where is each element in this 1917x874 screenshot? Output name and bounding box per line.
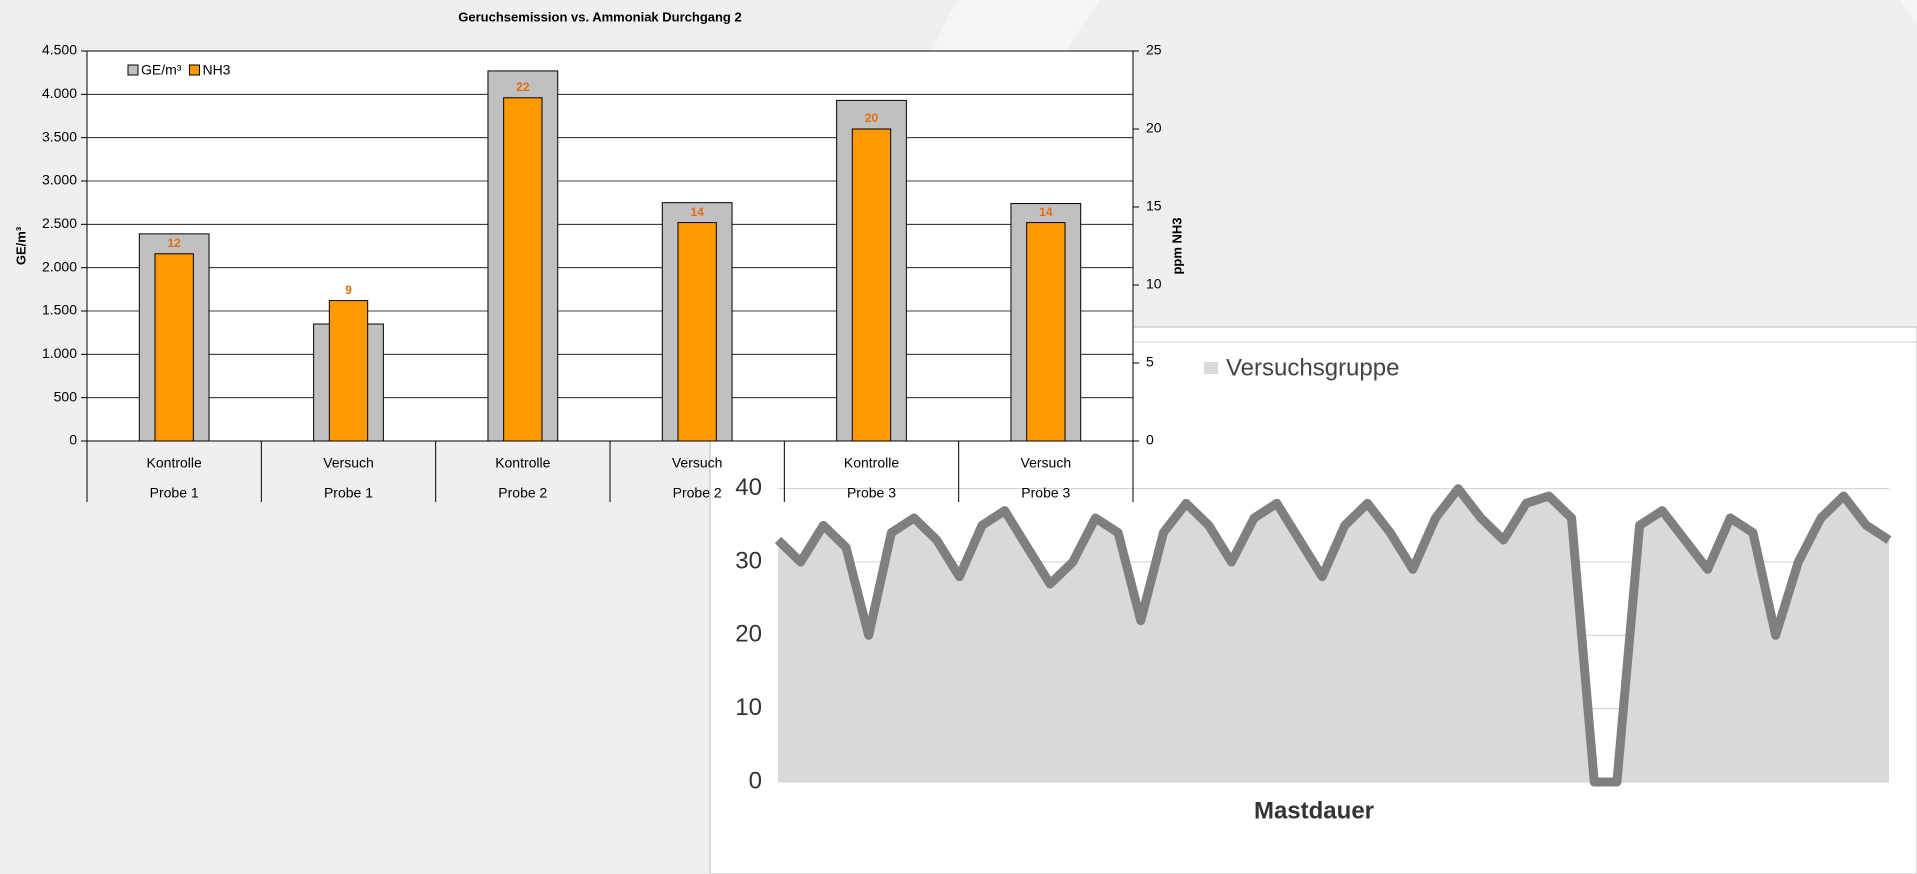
legend-label: NH3 xyxy=(202,62,230,78)
legend-label: GE/m³ xyxy=(141,62,182,78)
y-tick-label: 2.000 xyxy=(42,258,77,274)
y-tick-label: 4.000 xyxy=(42,85,77,101)
value-label: 14 xyxy=(690,205,704,219)
legend-label: Versuchsgruppe xyxy=(1226,354,1399,381)
legend-swatch xyxy=(188,64,200,76)
y2-tick-label: 5 xyxy=(1146,354,1154,370)
x-group-label: Probe 1 xyxy=(150,485,199,501)
main-chart: Geruchsemission vs. Ammoniak Durchgang 2… xyxy=(13,9,1184,502)
y-tick-label: 30 xyxy=(735,547,762,574)
value-label: 12 xyxy=(167,236,181,250)
x-group-label: Probe 1 xyxy=(324,485,373,501)
value-label: 14 xyxy=(1039,205,1053,219)
legend-swatch xyxy=(127,64,139,76)
y-tick-label: 500 xyxy=(54,388,78,404)
x-group-label: Probe 2 xyxy=(673,485,722,501)
bar xyxy=(1026,222,1066,442)
y-tick-label: 4.500 xyxy=(42,42,77,58)
legend-swatch xyxy=(1204,362,1218,374)
y-tick-label: 1.000 xyxy=(42,345,77,361)
y-tick-label: 10 xyxy=(735,694,762,721)
y2-tick-label: 20 xyxy=(1146,120,1162,136)
y-tick-label: 3.500 xyxy=(42,128,77,144)
y-tick-label: 1.500 xyxy=(42,302,77,318)
x-group-label: Probe 2 xyxy=(498,485,547,501)
x-axis-label: Mastdauer xyxy=(1254,797,1374,824)
y-tick-label: 3.000 xyxy=(42,172,77,188)
y-tick-label: 0 xyxy=(69,432,77,448)
y2-tick-label: 0 xyxy=(1146,432,1154,448)
bar xyxy=(677,222,717,442)
x-tick-label: Kontrolle xyxy=(495,455,550,471)
x-group-label: Probe 3 xyxy=(847,485,896,501)
bar xyxy=(154,253,194,442)
bar xyxy=(328,300,369,442)
line xyxy=(774,484,1892,787)
y2-axis-label: ppm NH3 xyxy=(1169,217,1184,274)
bar xyxy=(851,128,892,442)
y2-tick-label: 10 xyxy=(1146,276,1162,292)
y-tick-label: 40 xyxy=(735,474,762,501)
x-tick-label: Versuch xyxy=(672,455,723,471)
plot-area xyxy=(87,51,1133,441)
value-label: 9 xyxy=(345,283,352,297)
x-tick-label: Kontrolle xyxy=(147,455,202,471)
y2-tick-label: 25 xyxy=(1146,42,1162,58)
y-tick-label: 2.500 xyxy=(42,215,77,231)
y-tick-label: 20 xyxy=(735,621,762,648)
chart-title: Geruchsemission vs. Ammoniak Durchgang 2 xyxy=(458,9,741,24)
value-label: 20 xyxy=(865,111,879,125)
area xyxy=(778,488,1889,782)
x-tick-label: Kontrolle xyxy=(844,455,899,471)
x-tick-label: Versuch xyxy=(1021,455,1072,471)
y-axis-label: GE/m³ xyxy=(13,226,28,265)
value-label: 22 xyxy=(516,80,530,94)
bar xyxy=(503,97,543,442)
x-group-label: Probe 3 xyxy=(1021,485,1070,501)
y-tick-label: 0 xyxy=(749,767,762,794)
y2-tick-label: 15 xyxy=(1146,198,1162,214)
x-tick-label: Versuch xyxy=(323,455,374,471)
